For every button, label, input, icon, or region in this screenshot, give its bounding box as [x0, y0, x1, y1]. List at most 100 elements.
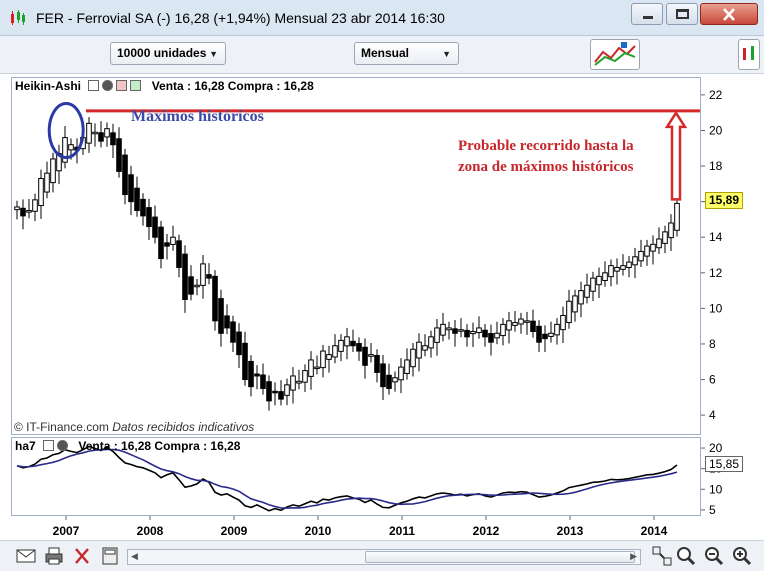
main-legend: Heikin-Ashi Venta : 16,28 Compra : 16,28 [15, 79, 314, 93]
candle-body [596, 275, 602, 286]
candle-body [20, 207, 26, 217]
calculator-icon[interactable] [100, 546, 120, 566]
window-title: FER - Ferrovial SA (-) 16,28 (+1,94%) Me… [36, 10, 445, 26]
x-tick-label: 2007 [53, 524, 80, 538]
y-tick-label: 10 [709, 301, 723, 315]
candle-body [218, 298, 224, 334]
candle-body [128, 174, 134, 203]
scroll-thumb[interactable] [365, 551, 635, 563]
chart-tools-button[interactable] [590, 39, 640, 70]
properties-icon[interactable] [88, 80, 100, 91]
candle-body [440, 323, 446, 336]
candle-body [506, 320, 512, 331]
scroll-left-icon[interactable]: ◀ [131, 551, 138, 561]
zoom-in-icon[interactable] [732, 546, 752, 566]
data-provider-note: © IT-Finance.com Datos recibidos indicat… [14, 420, 254, 434]
candle-body [584, 284, 590, 298]
candle-body [644, 245, 650, 257]
candle-body [110, 132, 116, 146]
y-tick-label: 8 [709, 337, 716, 351]
candlestick-app-icon [11, 10, 25, 25]
candle-body [410, 348, 416, 368]
close-button[interactable] [700, 3, 758, 25]
properties-icon[interactable] [43, 440, 55, 451]
candle-body [614, 266, 620, 272]
legend-toolbox [88, 79, 147, 93]
mail-icon[interactable] [16, 546, 36, 566]
candle-body [572, 295, 578, 313]
main-pane-frame [11, 77, 701, 435]
candle-body [488, 333, 494, 343]
x-tick-label: 2013 [557, 524, 584, 538]
annotation-target: Probable recorrido hasta la zona de máxi… [458, 136, 634, 178]
candle-body [518, 318, 524, 325]
candle-body [446, 327, 452, 331]
move-up-icon[interactable] [130, 80, 142, 91]
lower-value-badge: 15,85 [705, 456, 743, 472]
horizontal-scrollbar[interactable]: ◀ ▶ [127, 549, 641, 565]
candle-body [104, 128, 110, 138]
minimize-button[interactable] [631, 3, 663, 25]
lower-y-tick-label: 10 [709, 482, 723, 496]
candle-body [392, 377, 398, 383]
refresh-button[interactable] [738, 39, 760, 70]
x-tick-label: 2014 [641, 524, 668, 538]
candle-body [98, 132, 104, 142]
candle-body [674, 202, 680, 231]
candle-body [362, 346, 368, 366]
move-down-icon[interactable] [116, 80, 128, 91]
ha7-price-line [16, 445, 678, 512]
candle-body [212, 275, 218, 322]
x-tick-label: 2012 [473, 524, 500, 538]
units-select-value: 10000 unidades [117, 46, 207, 60]
candle-body [380, 363, 386, 388]
candle-body [86, 122, 92, 144]
period-select[interactable]: Mensual ▼ [354, 42, 459, 65]
print-icon[interactable] [44, 546, 64, 566]
lower-y-tick-label: 20 [709, 441, 723, 455]
annotation-target-line1: Probable recorrido hasta la [458, 138, 634, 154]
close-pane-icon[interactable] [57, 440, 69, 451]
candle-body [524, 320, 530, 323]
candle-body [92, 131, 98, 135]
y-tick-label: 6 [709, 373, 716, 387]
candle-body [296, 380, 302, 384]
candle-body [350, 340, 356, 347]
candle-body [536, 325, 542, 343]
candle-body [338, 339, 344, 352]
candle-body [428, 336, 434, 349]
toolbar: 10000 unidades ▼ Mensual ▼ [0, 36, 764, 74]
candle-body [308, 359, 314, 377]
candle-body [332, 345, 338, 358]
y-tick-label: 4 [709, 408, 716, 422]
delete-icon[interactable] [72, 546, 92, 566]
zoom-area-icon[interactable] [676, 546, 696, 566]
maximize-button[interactable] [666, 3, 698, 25]
candle-body [122, 154, 128, 196]
candle-body [44, 172, 50, 193]
close-pane-icon[interactable] [102, 80, 114, 91]
units-select[interactable]: 10000 unidades ▼ [110, 42, 226, 65]
chart-area: 4681012141618202251015202007200820092010… [0, 74, 764, 571]
candle-body [608, 265, 614, 278]
candle-body [662, 231, 668, 244]
candle-body [290, 375, 296, 391]
y-tick-label: 12 [709, 266, 723, 280]
period-select-value: Mensual [361, 46, 410, 60]
lower-pane-frame [11, 437, 701, 516]
lower-y-tick-label: 5 [709, 503, 716, 517]
candle-body [668, 222, 674, 239]
candle-body [602, 272, 608, 282]
title-bar: FER - Ferrovial SA (-) 16,28 (+1,94%) Me… [0, 0, 764, 36]
historic-max-ellipse [47, 101, 85, 159]
zoom-out-icon[interactable] [704, 546, 724, 566]
candle-body [68, 144, 74, 151]
zoom-fit-icon[interactable] [652, 546, 672, 566]
candle-body [170, 236, 176, 245]
x-tick-label: 2008 [137, 524, 164, 538]
lower-legend-toolbox [43, 439, 74, 453]
scroll-right-icon[interactable]: ▶ [630, 551, 637, 561]
candle-body [566, 300, 572, 324]
candle-body [386, 374, 392, 389]
price-chart: 4681012141618202251015202007200820092010… [14, 88, 723, 538]
